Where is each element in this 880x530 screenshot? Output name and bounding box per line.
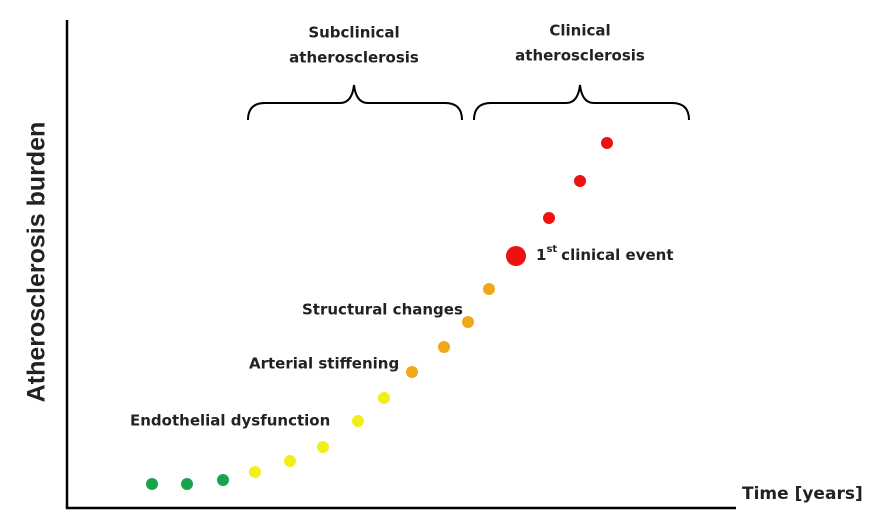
event-text: clinical event [561,246,673,264]
dot [181,478,193,490]
dot [146,478,158,490]
dot [378,392,390,404]
dot [506,246,526,266]
stage-label: Endothelial dysfunction [130,412,330,430]
dot [543,212,555,224]
dot [462,316,474,328]
phase-label: Clinical [549,22,610,40]
event-label: 1st clinical event [536,244,674,264]
progression-dots [146,137,613,490]
phase-label: Subclinical [308,24,399,42]
brace [247,84,463,121]
dot [438,341,450,353]
event-number: 1 [536,246,546,264]
dot [317,441,329,453]
dot [352,415,364,427]
dot [483,283,495,295]
event-suffix: st [546,244,557,255]
dot [406,366,418,378]
dot [217,474,229,486]
dot [601,137,613,149]
x-axis-label: Time [years] [742,484,863,504]
brace [473,84,690,121]
y-axis-label: Atherosclerosis burden [23,122,51,403]
stage-label: Arterial stiffening [249,355,399,373]
dot [249,466,261,478]
phase-label: atherosclerosis [515,47,645,65]
dot [284,455,296,467]
dot [574,175,586,187]
phase-label: atherosclerosis [289,49,419,67]
stage-label: Structural changes [302,301,463,319]
